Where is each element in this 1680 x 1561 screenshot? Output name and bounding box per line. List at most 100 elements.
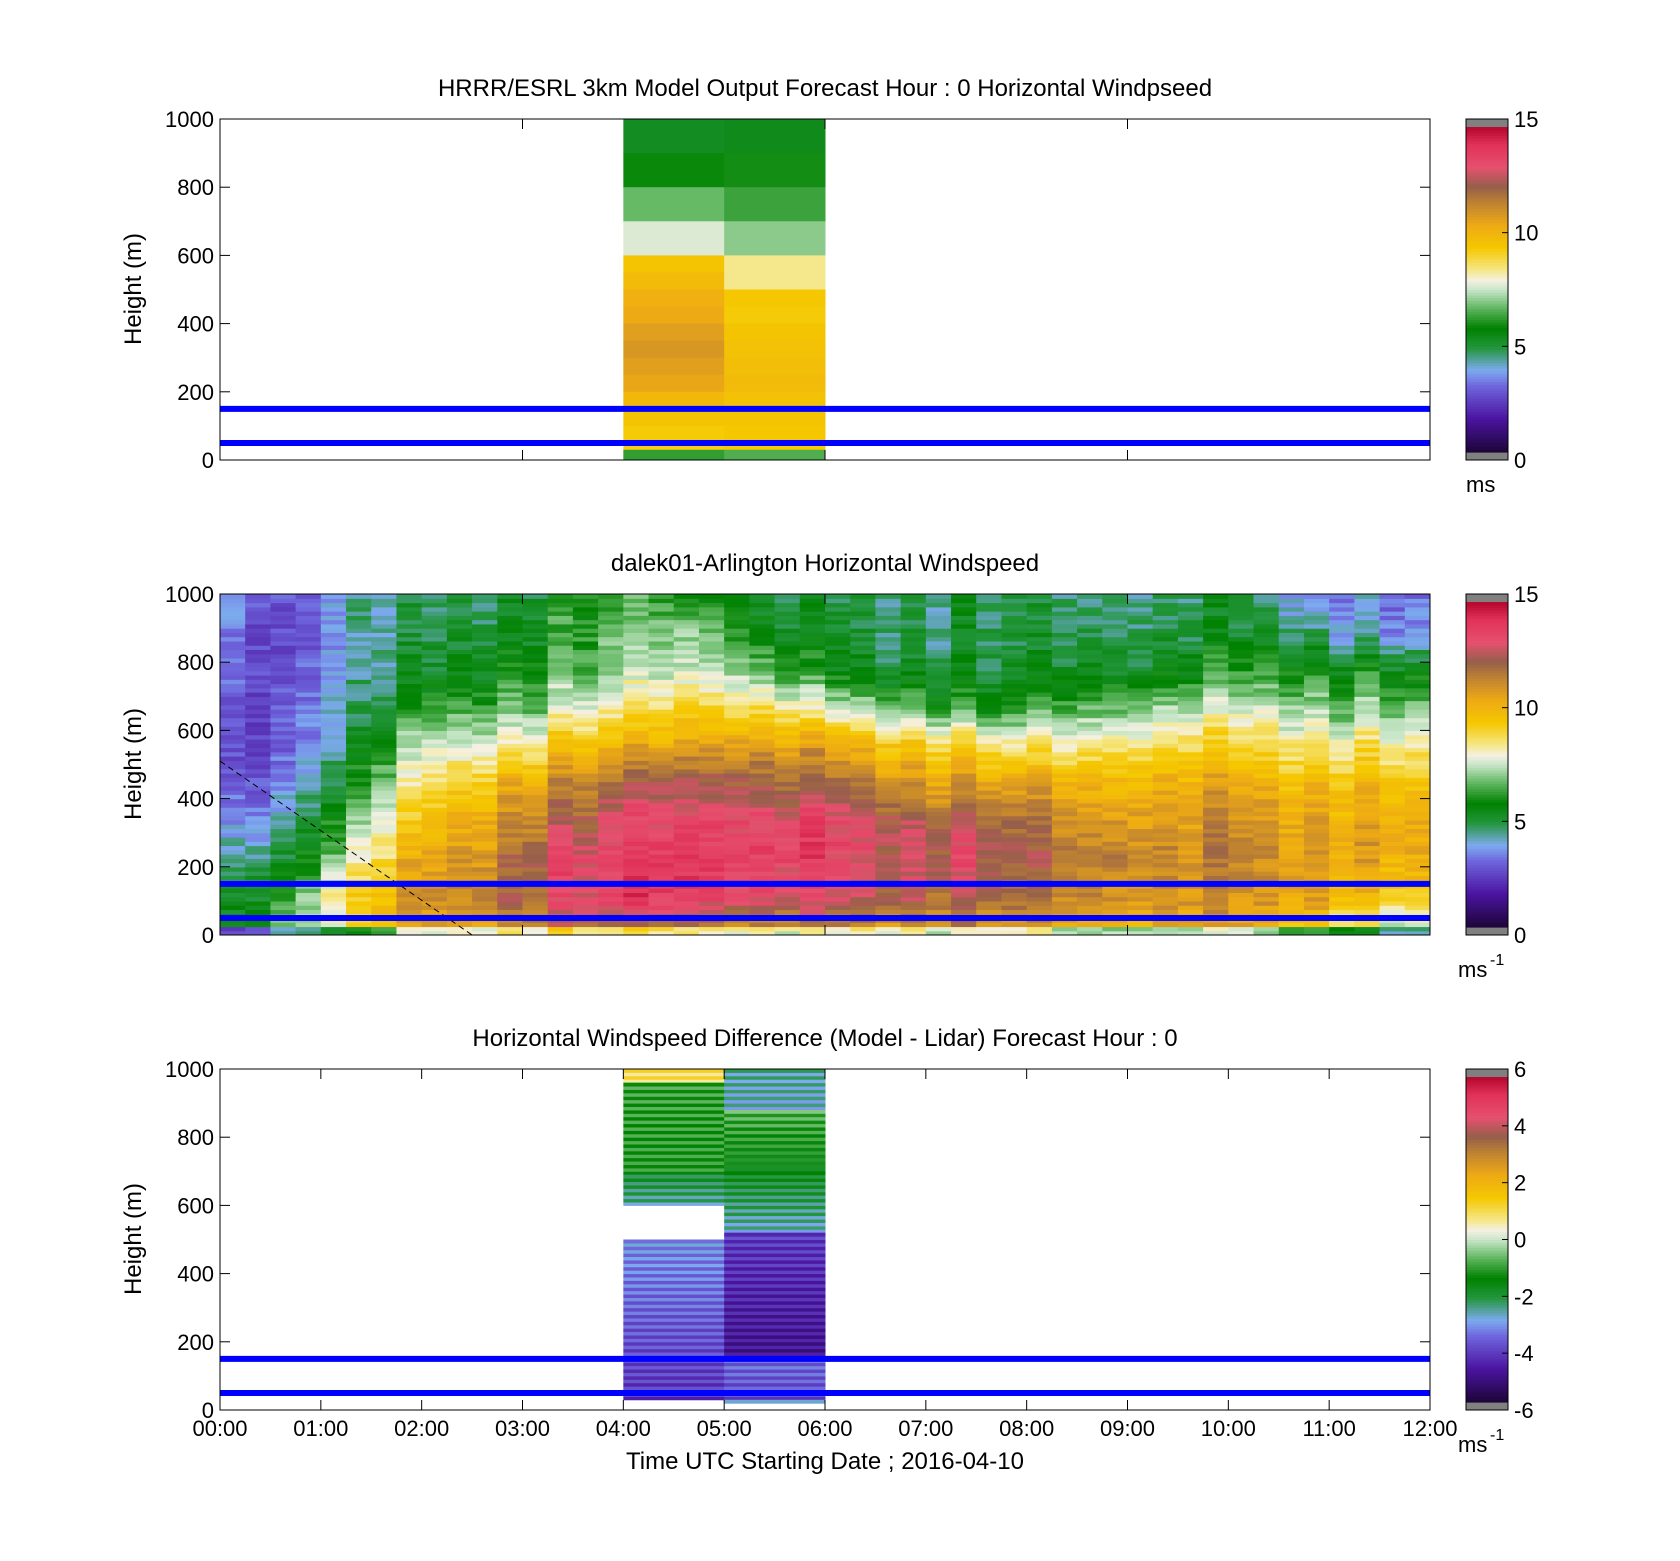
heatmap-cell: [900, 845, 927, 851]
heatmap-cell: [673, 670, 700, 676]
heatmap-cell: [900, 594, 927, 599]
heatmap-cell: [850, 760, 877, 766]
heatmap-cell: [1379, 726, 1406, 731]
heatmap-cell: [1152, 858, 1179, 864]
heatmap-cell: [1077, 768, 1103, 774]
heatmap-cell: [497, 700, 524, 706]
heatmap-cell: [598, 734, 624, 740]
heatmap-cell: [572, 862, 599, 868]
heatmap-cell: [446, 700, 473, 706]
heatmap-cell: [1152, 760, 1179, 766]
heatmap-cell: [1102, 926, 1129, 932]
heatmap-cell: [1354, 696, 1381, 702]
heatmap-cell: [346, 832, 372, 838]
heatmap-cell: [1001, 653, 1028, 659]
heatmap-cell: [396, 875, 423, 881]
heatmap-cell: [1228, 781, 1255, 787]
heatmap-cell: [1228, 721, 1255, 727]
heatmap-cell: [648, 909, 675, 915]
heatmap-cell: [951, 747, 977, 753]
heatmap-cell: [749, 807, 776, 812]
heatmap-cell: [346, 905, 372, 911]
heatmap-cell: [1127, 888, 1154, 893]
heatmap-cell: [295, 785, 322, 791]
heatmap-cell: [749, 773, 776, 778]
heatmap-cell: [1127, 871, 1154, 876]
heatmap-cell: [799, 858, 826, 864]
heatmap-cell: [1203, 798, 1229, 804]
heatmap-cell: [724, 1205, 826, 1210]
heatmap-cell: [698, 824, 725, 830]
heatmap-cell: [749, 594, 776, 599]
heatmap-cell: [446, 645, 473, 651]
heatmap-cell: [724, 1133, 826, 1138]
heatmap-cell: [1026, 875, 1053, 881]
heatmap-cell: [1001, 819, 1028, 825]
heatmap-cell: [1379, 687, 1406, 693]
heatmap-cell: [1001, 798, 1028, 804]
heatmap-cell: [724, 713, 750, 719]
heatmap-cell: [623, 425, 725, 441]
heatmap-cell: [320, 854, 347, 859]
heatmap-cell: [724, 1184, 826, 1189]
heatmap-cell: [245, 632, 272, 638]
heatmap-cell: [850, 653, 877, 659]
colorbar-swatch: [1466, 213, 1508, 217]
colorbar-tick-label: 0: [1514, 923, 1526, 948]
heatmap-cell: [698, 653, 725, 659]
heatmap-cell: [1253, 743, 1280, 749]
heatmap-cell: [1152, 790, 1179, 795]
heatmap-cell: [371, 615, 398, 621]
heatmap-cell: [547, 726, 574, 731]
colorbar-swatch: [1466, 1087, 1508, 1092]
colorbar-swatch: [1466, 723, 1508, 728]
heatmap-cell: [1203, 704, 1229, 710]
heatmap-cell: [774, 794, 801, 800]
heatmap-cell: [396, 781, 423, 787]
heatmap-cell: [472, 700, 498, 706]
heatmap-cell: [648, 611, 675, 616]
heatmap-cell: [346, 815, 372, 821]
heatmap-cell: [1253, 700, 1280, 706]
heatmap-cell: [1127, 709, 1154, 714]
heatmap-cell: [698, 900, 725, 906]
heatmap-cell: [547, 649, 574, 655]
heatmap-cell: [1001, 909, 1028, 915]
heatmap-cell: [346, 841, 372, 847]
heatmap-cell: [623, 255, 725, 273]
heatmap-cell: [724, 1096, 826, 1101]
heatmap-cell: [1379, 598, 1406, 604]
heatmap-cell: [1203, 866, 1229, 872]
heatmap-cell: [875, 905, 902, 911]
heatmap-cell: [1077, 794, 1103, 800]
heatmap-cell: [648, 781, 675, 787]
heatmap-cell: [1051, 768, 1078, 774]
heatmap-cell: [295, 875, 322, 881]
heatmap-cell: [976, 670, 1003, 676]
heatmap-cell: [1329, 640, 1355, 646]
heatmap-cell: [623, 1386, 725, 1391]
heatmap-cell: [976, 811, 1003, 817]
heatmap-cell: [1303, 666, 1330, 672]
heatmap-cell: [724, 632, 750, 638]
colorbar-swatch: [1466, 319, 1508, 323]
colorbar-tick-label: -4: [1514, 1341, 1534, 1366]
heatmap-cell: [220, 871, 246, 876]
heatmap-cell: [371, 815, 398, 821]
heatmap-cell: [1001, 832, 1028, 838]
heatmap-cell: [774, 781, 801, 787]
heatmap-cell: [245, 670, 272, 676]
heatmap-cell: [698, 858, 725, 864]
heatmap-cell: [875, 811, 902, 817]
heatmap-cell: [547, 900, 574, 906]
heatmap-cell: [1228, 777, 1255, 783]
heatmap-cell: [598, 845, 624, 851]
heatmap-cell: [446, 905, 473, 911]
colorbar-swatch: [1466, 1207, 1508, 1211]
heatmap-cell: [1303, 619, 1330, 625]
heatmap-cell: [1077, 751, 1103, 757]
heatmap-cell: [1379, 815, 1406, 821]
colorbar-swatch: [1466, 351, 1508, 356]
heatmap-cell: [522, 854, 549, 859]
heatmap-cell: [522, 747, 549, 753]
